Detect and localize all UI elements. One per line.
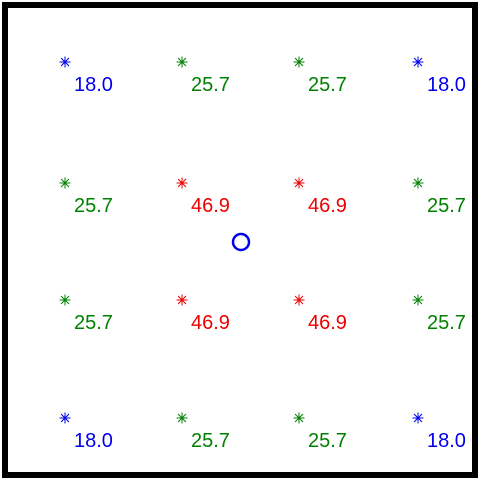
asterisk-marker-icon xyxy=(59,177,71,189)
asterisk-marker-icon xyxy=(293,56,305,68)
cell-value-label: 25.7 xyxy=(427,312,466,334)
asterisk-marker-icon xyxy=(293,177,305,189)
asterisk-marker-icon xyxy=(59,412,71,424)
asterisk-marker-icon xyxy=(176,56,188,68)
cell-value-label: 46.9 xyxy=(308,195,347,217)
grid-cells: 18.0 25.7 25.7 18.0 25.7 46.9 46.9 25.7 25.7 46.9… xyxy=(59,56,466,452)
cell-value-label: 25.7 xyxy=(74,312,113,334)
cell-value-label: 18.0 xyxy=(74,430,113,452)
cell-value-label: 18.0 xyxy=(427,430,466,452)
cell-value-label: 25.7 xyxy=(191,74,230,96)
cell-value-label: 25.7 xyxy=(308,430,347,452)
asterisk-marker-icon xyxy=(59,56,71,68)
asterisk-marker-icon xyxy=(293,412,305,424)
source-circle-marker xyxy=(231,232,251,252)
asterisk-marker-icon xyxy=(176,412,188,424)
cell-value-label: 18.0 xyxy=(74,74,113,96)
asterisk-marker-icon xyxy=(412,56,424,68)
asterisk-marker-icon xyxy=(176,177,188,189)
asterisk-marker-icon xyxy=(412,294,424,306)
asterisk-marker-icon xyxy=(59,294,71,306)
asterisk-marker-icon xyxy=(412,177,424,189)
cell-value-label: 25.7 xyxy=(308,74,347,96)
asterisk-marker-icon xyxy=(293,294,305,306)
asterisk-marker-icon xyxy=(176,294,188,306)
asterisk-marker-icon xyxy=(412,412,424,424)
cell-value-label: 18.0 xyxy=(427,74,466,96)
cell-value-label: 25.7 xyxy=(191,430,230,452)
cell-value-label: 25.7 xyxy=(427,195,466,217)
cell-value-label: 46.9 xyxy=(191,312,230,334)
cell-value-label: 46.9 xyxy=(191,195,230,217)
cell-value-label: 25.7 xyxy=(74,195,113,217)
cell-value-label: 46.9 xyxy=(308,312,347,334)
